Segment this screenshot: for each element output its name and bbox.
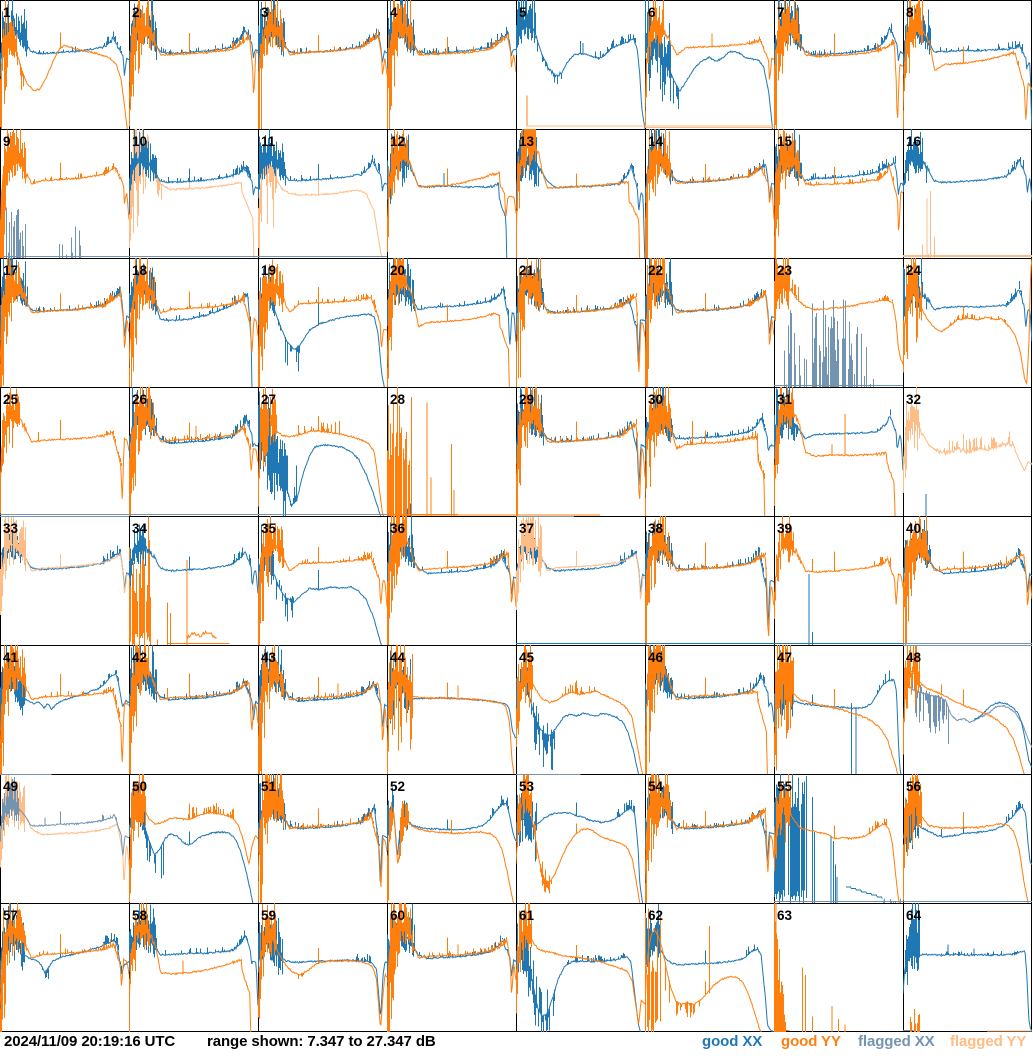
svg-text:20: 20 bbox=[390, 263, 405, 278]
svg-text:flagged XX: flagged XX bbox=[858, 1033, 935, 1050]
svg-text:43: 43 bbox=[261, 650, 277, 665]
svg-text:good YY: good YY bbox=[781, 1033, 841, 1050]
svg-text:42: 42 bbox=[132, 650, 147, 665]
svg-text:37: 37 bbox=[519, 521, 534, 536]
svg-text:14: 14 bbox=[648, 134, 664, 149]
svg-text:7: 7 bbox=[777, 5, 785, 20]
svg-text:31: 31 bbox=[777, 392, 793, 407]
svg-text:36: 36 bbox=[390, 521, 406, 536]
svg-text:21: 21 bbox=[519, 263, 535, 278]
svg-text:63: 63 bbox=[777, 908, 793, 923]
svg-text:3: 3 bbox=[261, 5, 269, 20]
svg-text:18: 18 bbox=[132, 263, 148, 278]
svg-text:49: 49 bbox=[3, 779, 18, 794]
svg-text:8: 8 bbox=[906, 5, 914, 20]
svg-text:24: 24 bbox=[906, 263, 922, 278]
svg-text:19: 19 bbox=[261, 263, 276, 278]
svg-text:53: 53 bbox=[519, 779, 535, 794]
svg-text:34: 34 bbox=[132, 521, 148, 536]
svg-text:60: 60 bbox=[390, 908, 405, 923]
svg-text:23: 23 bbox=[777, 263, 793, 278]
svg-text:55: 55 bbox=[777, 779, 793, 794]
svg-text:58: 58 bbox=[132, 908, 148, 923]
svg-text:2: 2 bbox=[132, 5, 140, 20]
svg-text:4: 4 bbox=[390, 5, 398, 20]
svg-text:33: 33 bbox=[3, 521, 19, 536]
svg-text:1: 1 bbox=[3, 5, 11, 20]
svg-text:47: 47 bbox=[777, 650, 792, 665]
svg-text:51: 51 bbox=[261, 779, 277, 794]
svg-text:57: 57 bbox=[3, 908, 18, 923]
svg-text:52: 52 bbox=[390, 779, 405, 794]
svg-text:flagged YY: flagged YY bbox=[950, 1033, 1026, 1050]
svg-text:40: 40 bbox=[906, 521, 921, 536]
svg-text:61: 61 bbox=[519, 908, 535, 923]
svg-text:54: 54 bbox=[648, 779, 664, 794]
svg-text:35: 35 bbox=[261, 521, 277, 536]
svg-text:64: 64 bbox=[906, 908, 922, 923]
svg-text:13: 13 bbox=[519, 134, 535, 149]
svg-text:45: 45 bbox=[519, 650, 535, 665]
svg-text:15: 15 bbox=[777, 134, 793, 149]
svg-text:27: 27 bbox=[261, 392, 276, 407]
svg-text:6: 6 bbox=[648, 5, 656, 20]
svg-text:32: 32 bbox=[906, 392, 921, 407]
svg-text:46: 46 bbox=[648, 650, 664, 665]
svg-text:28: 28 bbox=[390, 392, 406, 407]
svg-text:10: 10 bbox=[132, 134, 147, 149]
svg-text:good XX: good XX bbox=[702, 1033, 762, 1050]
svg-text:56: 56 bbox=[906, 779, 922, 794]
svg-text:11: 11 bbox=[261, 134, 276, 149]
svg-text:22: 22 bbox=[648, 263, 663, 278]
svg-text:range shown: 7.347 to 27.347 d: range shown: 7.347 to 27.347 dB bbox=[207, 1033, 436, 1050]
svg-text:12: 12 bbox=[390, 134, 405, 149]
svg-text:2024/11/09 20:19:16 UTC: 2024/11/09 20:19:16 UTC bbox=[4, 1033, 175, 1050]
svg-text:16: 16 bbox=[906, 134, 922, 149]
svg-text:9: 9 bbox=[3, 134, 11, 149]
svg-text:30: 30 bbox=[648, 392, 663, 407]
svg-text:50: 50 bbox=[132, 779, 147, 794]
svg-text:17: 17 bbox=[3, 263, 18, 278]
svg-text:41: 41 bbox=[3, 650, 19, 665]
svg-text:38: 38 bbox=[648, 521, 664, 536]
svg-text:25: 25 bbox=[3, 392, 19, 407]
svg-text:29: 29 bbox=[519, 392, 534, 407]
svg-text:48: 48 bbox=[906, 650, 922, 665]
svg-text:26: 26 bbox=[132, 392, 148, 407]
svg-text:62: 62 bbox=[648, 908, 663, 923]
svg-text:59: 59 bbox=[261, 908, 276, 923]
svg-text:5: 5 bbox=[519, 5, 527, 20]
svg-text:44: 44 bbox=[390, 650, 406, 665]
svg-text:39: 39 bbox=[777, 521, 792, 536]
